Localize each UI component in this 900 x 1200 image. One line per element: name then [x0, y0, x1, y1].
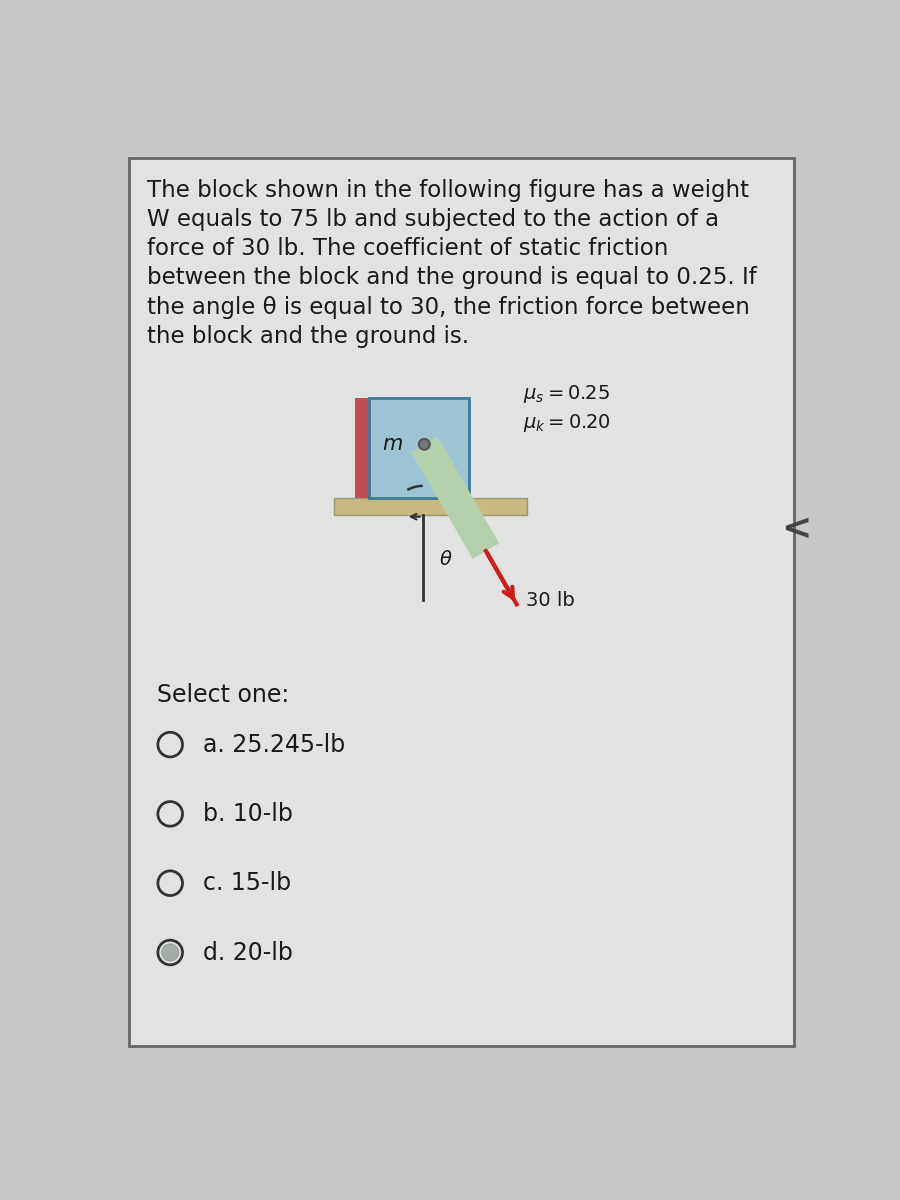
Text: force of 30 lb. The coefficient of static friction: force of 30 lb. The coefficient of stati… [147, 238, 669, 260]
Text: $\mu_k = 0.20$: $\mu_k = 0.20$ [523, 412, 611, 434]
Text: $\mu_s = 0.25$: $\mu_s = 0.25$ [523, 383, 610, 404]
Text: 30 lb: 30 lb [526, 590, 575, 610]
Text: the angle θ is equal to 30, the friction force between: the angle θ is equal to 30, the friction… [147, 295, 750, 319]
Text: d. 20-lb: d. 20-lb [203, 941, 293, 965]
Text: <: < [781, 512, 812, 546]
Circle shape [162, 944, 179, 961]
Text: W equals to 75 lb and subjected to the action of a: W equals to 75 lb and subjected to the a… [147, 208, 719, 230]
Text: a. 25.245-lb: a. 25.245-lb [203, 732, 346, 757]
Text: b. 10-lb: b. 10-lb [203, 802, 293, 826]
Text: c. 15-lb: c. 15-lb [203, 871, 292, 895]
Text: between the block and the ground is equal to 0.25. If: between the block and the ground is equa… [147, 266, 757, 289]
Text: the block and the ground is.: the block and the ground is. [147, 325, 469, 348]
FancyBboxPatch shape [369, 398, 469, 498]
FancyBboxPatch shape [355, 398, 369, 498]
FancyBboxPatch shape [129, 158, 794, 1046]
Text: θ: θ [440, 550, 452, 569]
Circle shape [418, 439, 429, 450]
Text: m: m [382, 434, 403, 455]
Text: Select one:: Select one: [158, 683, 290, 707]
Text: The block shown in the following figure has a weight: The block shown in the following figure … [147, 179, 749, 202]
FancyBboxPatch shape [334, 498, 526, 515]
